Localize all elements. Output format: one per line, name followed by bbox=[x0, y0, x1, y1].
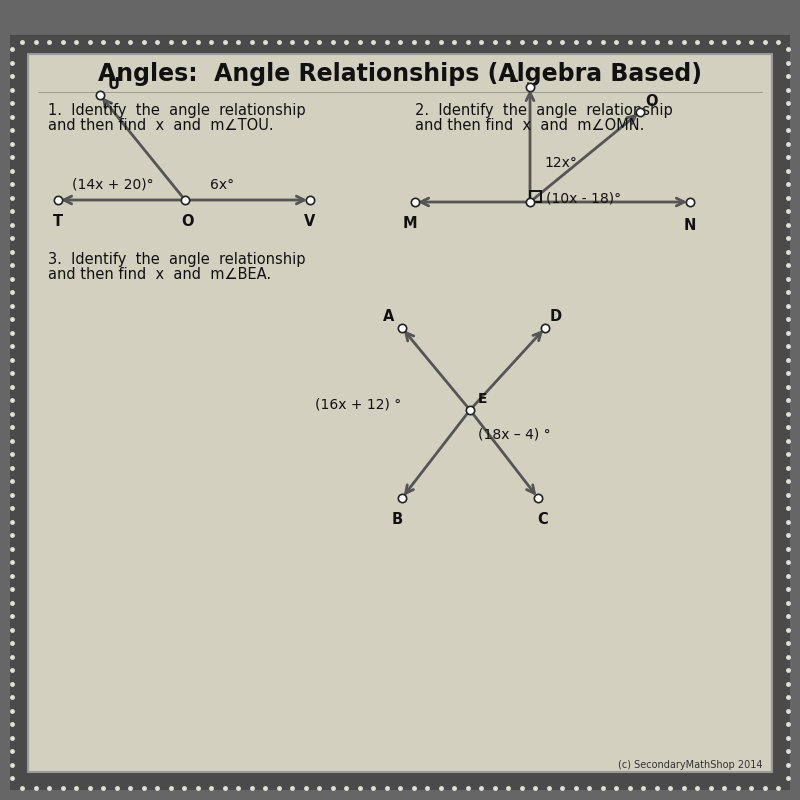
Text: and then find  x  and  m∠TOU.: and then find x and m∠TOU. bbox=[48, 118, 274, 133]
Text: (18x – 4) °: (18x – 4) ° bbox=[478, 428, 550, 442]
Text: 2.  Identify  the  angle  relationship: 2. Identify the angle relationship bbox=[415, 103, 673, 118]
Text: (c) SecondaryMathShop 2014: (c) SecondaryMathShop 2014 bbox=[618, 760, 762, 770]
Text: 6x°: 6x° bbox=[210, 178, 234, 192]
Text: U: U bbox=[108, 77, 120, 92]
Text: A: A bbox=[382, 309, 394, 324]
Text: and then find  x  and  m∠BEA.: and then find x and m∠BEA. bbox=[48, 267, 271, 282]
Text: (10x - 18)°: (10x - 18)° bbox=[546, 191, 621, 205]
Text: 1.  Identify  the  angle  relationship: 1. Identify the angle relationship bbox=[48, 103, 306, 118]
Text: O: O bbox=[645, 94, 658, 109]
Text: B: B bbox=[391, 512, 402, 527]
Text: (16x + 12) °: (16x + 12) ° bbox=[315, 398, 402, 412]
Text: C: C bbox=[538, 512, 548, 527]
Text: D: D bbox=[550, 309, 562, 324]
Text: V: V bbox=[304, 214, 316, 229]
Text: M: M bbox=[402, 216, 418, 231]
Text: and then find  x  and  m∠OMN.: and then find x and m∠OMN. bbox=[415, 118, 644, 133]
Text: N: N bbox=[684, 218, 696, 233]
Text: L: L bbox=[509, 70, 518, 85]
Bar bbox=[28, 54, 772, 772]
Text: 12x°: 12x° bbox=[544, 156, 577, 170]
Text: (14x + 20)°: (14x + 20)° bbox=[72, 178, 154, 192]
Text: 3.  Identify  the  angle  relationship: 3. Identify the angle relationship bbox=[48, 252, 306, 267]
Text: Angles:  Angle Relationships (Algebra Based): Angles: Angle Relationships (Algebra Bas… bbox=[98, 62, 702, 86]
Text: O: O bbox=[181, 214, 194, 229]
Bar bbox=[530, 191, 541, 202]
Text: E: E bbox=[478, 392, 487, 406]
Text: T: T bbox=[53, 214, 63, 229]
